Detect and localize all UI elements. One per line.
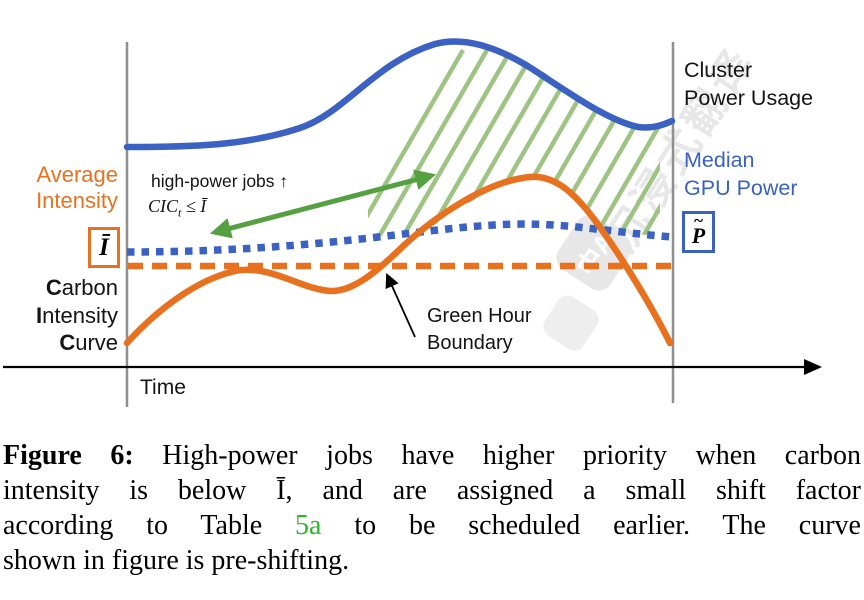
hatch-line — [368, 48, 489, 238]
average-intensity-label: Average Intensity — [36, 162, 118, 213]
figure-diagram — [3, 38, 822, 407]
cic-formula: CICt ≤ Ī — [148, 196, 207, 220]
table-5a-link[interactable]: 5a — [295, 510, 322, 541]
cluster-power-usage-curve — [123, 38, 676, 151]
caption-line-2: intensity is below Ī, and are assigned a… — [3, 475, 861, 506]
i-bar-symbol: Ī — [99, 233, 109, 261]
high-power-jobs-arrow — [209, 169, 437, 239]
figure-caption: Figure 6: High-power jobs have higher pr… — [3, 438, 861, 578]
cluster-power-usage-label: Cluster Power Usage — [684, 58, 814, 110]
high-power-jobs-annotation: high-power jobs ↑ — [151, 171, 289, 191]
caption-line-1: Figure 6: High-power jobs have higher pr… — [3, 440, 861, 471]
median-gpu-power-label: Median GPU Power — [684, 148, 798, 200]
hatch-line — [416, 48, 585, 238]
figure-tag: Figure 6: — [3, 440, 134, 471]
carbon-intensity-curve — [123, 173, 674, 347]
time-axis-label: Time — [140, 376, 186, 399]
x-axis-arrowhead-icon — [804, 359, 822, 375]
i-bar-box: Ī — [88, 227, 120, 268]
hatch-line — [536, 48, 660, 238]
caption-line-3: according to Table 5a to be scheduled ea… — [3, 510, 861, 541]
hatch-line — [440, 48, 609, 238]
p-tilde-box: ~ P — [682, 211, 715, 253]
hatch-line — [464, 48, 633, 238]
caption-line-4: shown in figure is pre-shifting. — [3, 545, 350, 576]
green-hour-boundary-label: Green Hour Boundary — [427, 305, 532, 354]
hatch-line — [368, 48, 537, 238]
hatch-line — [512, 48, 660, 238]
p-tilde-symbol: ~ P — [691, 211, 706, 248]
carbon-intensity-curve-label: Carbon Intensity Curve — [36, 275, 118, 355]
green-hour-boundary-arrow — [385, 273, 416, 338]
hatch-line — [560, 48, 660, 238]
